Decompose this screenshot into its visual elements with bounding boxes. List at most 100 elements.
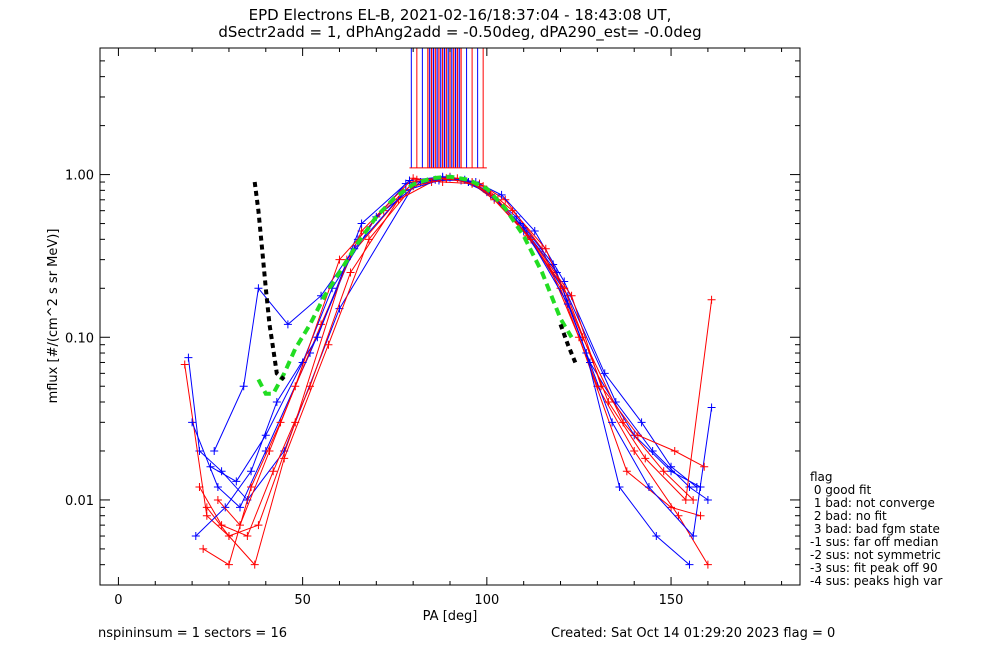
series-point (530, 227, 539, 236)
series-point (405, 176, 414, 185)
chart-title-line2: dSectr2add = 1, dPhAng2add = -0.50deg, d… (218, 23, 702, 41)
series-point (232, 477, 241, 486)
series-point (364, 235, 373, 244)
series-point (224, 560, 233, 569)
series-point (243, 532, 252, 541)
series-point (206, 462, 215, 471)
series-point (674, 511, 683, 520)
series-point (188, 418, 197, 427)
series-line (195, 176, 713, 538)
series-point (313, 333, 322, 342)
series-point (652, 532, 661, 541)
series-line (213, 179, 690, 566)
x-tick-label: 100 (474, 593, 499, 608)
series-point (696, 511, 705, 520)
series-point (689, 495, 698, 504)
series-point (202, 503, 211, 512)
series-point (236, 503, 244, 512)
series-point (637, 418, 646, 427)
median-curve-right (558, 323, 578, 364)
series-line (202, 177, 709, 566)
series-point (291, 382, 300, 391)
series-point (667, 462, 676, 471)
series-point (670, 446, 679, 455)
series-point (236, 521, 244, 530)
series-point (608, 418, 617, 427)
x-tick-label: 150 (659, 593, 684, 608)
series-point (703, 495, 712, 504)
series-5 (206, 173, 701, 492)
series-point (335, 255, 344, 264)
x-axis-label: PA [deg] (423, 609, 478, 624)
flag-legend: flag 0 good fit 1 bad: not converge 2 ba… (810, 471, 942, 588)
series-6 (195, 174, 698, 541)
series-point (508, 206, 517, 215)
data-layer (180, 48, 716, 569)
series-point (250, 560, 259, 569)
series-point (600, 369, 609, 378)
series-9 (191, 172, 716, 541)
chart-title-line1: EPD Electrons EL-B, 2021-02-16/18:37:04 … (248, 6, 672, 24)
legend-item-2: 2 bad: no fit (810, 509, 887, 523)
legend-item-minus2: -2 sus: not symmetric (810, 548, 941, 562)
footer-right: Created: Sat Oct 14 01:29:20 2023 flag =… (551, 626, 836, 641)
series-point (541, 244, 550, 253)
series-point (324, 340, 333, 349)
y-axis-label: mflux [#/(cm^2 s sr MeV)] (46, 229, 61, 404)
legend-item-minus4: -4 sus: peaks high var (810, 574, 943, 588)
footer-left: nspininsum = 1 sectors = 16 (98, 626, 287, 641)
series-point (184, 353, 193, 362)
series-point (707, 403, 716, 412)
series-point (527, 235, 536, 244)
y-tick-label: 0.10 (65, 331, 94, 346)
axes-layer: 0 50 100 150 0.01 0.10 1.00 (65, 47, 800, 608)
legend-item-minus1: -1 sus: far off median (810, 535, 939, 549)
series-point (357, 219, 366, 228)
series-point (681, 495, 690, 504)
series-line (217, 177, 705, 527)
series-point (700, 462, 709, 471)
series-point (254, 521, 263, 530)
series-point (501, 195, 510, 204)
series-point (180, 360, 189, 369)
y-tick-label: 1.00 (65, 169, 94, 184)
series-point (191, 532, 200, 541)
x-tick-label: 0 (114, 593, 122, 608)
series-line (210, 176, 698, 488)
series-point (630, 446, 639, 455)
median-curve (252, 181, 286, 382)
x-tick-label: 50 (294, 593, 311, 608)
legend-item-minus3: -3 sus: fit peak off 90 (810, 561, 938, 575)
series-point (213, 495, 222, 504)
series-point (633, 431, 642, 440)
series-point (604, 397, 613, 406)
legend-item-0: 0 good fit (810, 483, 872, 497)
legend-title: flag (810, 470, 833, 484)
series-point (213, 483, 222, 492)
fit-curve (256, 174, 574, 396)
series-line (206, 178, 713, 566)
series-point (692, 483, 701, 492)
series-point (523, 231, 532, 240)
series-point (412, 175, 421, 184)
series-point (199, 544, 208, 553)
series-point (221, 503, 230, 512)
series-point (685, 560, 694, 569)
series-point (217, 521, 226, 530)
series-point (689, 532, 698, 541)
series-point (644, 483, 653, 492)
series-point (685, 483, 694, 492)
series-1 (184, 174, 712, 504)
series-point (195, 446, 204, 455)
series-point (195, 483, 204, 492)
series-point (567, 291, 576, 300)
series-point (563, 300, 572, 309)
series-point (497, 190, 506, 199)
series-point (254, 284, 263, 293)
series-point (615, 483, 624, 492)
legend-item-3: 3 bad: bad fgm state (810, 522, 940, 536)
series-point (269, 467, 278, 476)
legend-item-1: 1 bad: not converge (810, 496, 935, 510)
series-point (641, 454, 650, 463)
